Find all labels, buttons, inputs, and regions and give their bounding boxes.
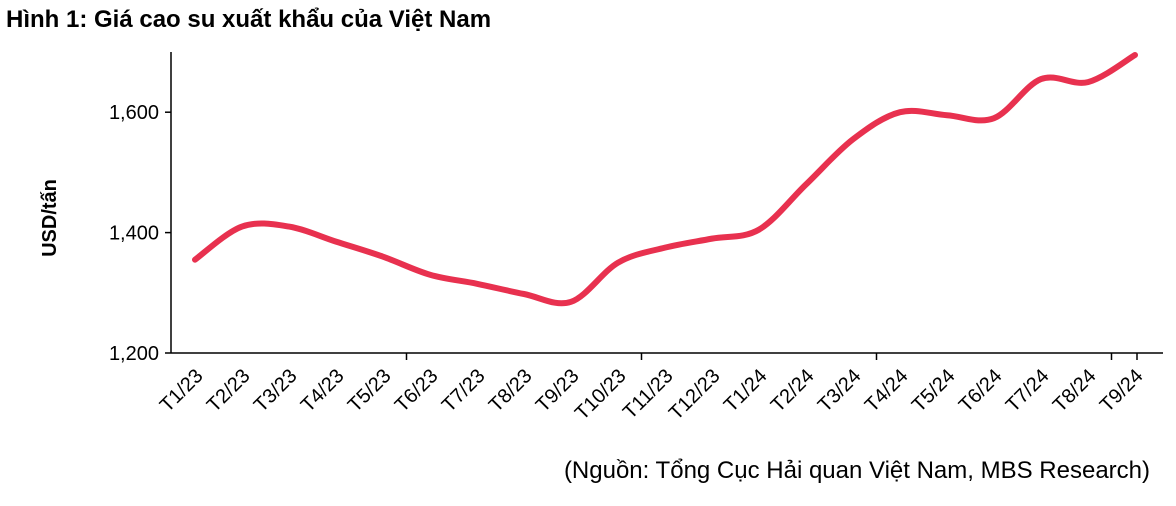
source-note: (Nguồn: Tổng Cục Hải quan Việt Nam, MBS … [563,457,1150,484]
y-tick-label: 1,400 [109,223,159,245]
x-tick-label: T3/23 [250,365,302,417]
x-tick-label: T8/24 [1049,365,1101,417]
x-tick-label: T1/24 [720,365,772,417]
x-tick-label: T2/23 [203,365,255,417]
x-tick-label: T5/23 [344,365,396,417]
x-tick-label: T8/23 [485,365,537,417]
x-tick-label: T9/24 [1096,365,1148,417]
x-tick-label: T2/24 [767,365,819,417]
x-tick-label: T6/23 [391,365,443,417]
chart-title: Hình 1: Giá cao su xuất khẩu của Việt Na… [6,6,492,33]
x-tick-label: T4/23 [297,365,349,417]
x-tick-label: T5/24 [908,365,960,417]
x-tick-label: T12/23 [665,365,725,425]
series-line [192,52,1138,307]
x-tick-label: T7/24 [1002,365,1054,417]
x-tick-label: T1/23 [156,365,208,417]
x-tick-label: T4/24 [861,365,913,417]
x-tick-label: T3/24 [814,365,866,417]
x-axis: T1/23T2/23T3/23T4/23T5/23T6/23T7/23T8/23… [156,352,1163,425]
x-tick-label: T11/23 [619,365,678,424]
y-tick-label: 1,200 [109,343,159,365]
y-axis-label: USD/tấn [39,179,61,257]
x-tick-label: T7/23 [438,365,490,417]
series-group [192,52,1138,307]
x-tick-label: T6/24 [955,365,1007,417]
y-tick-label: 1,600 [109,102,159,124]
y-axis: 1,200 1,400 1,600 [109,52,172,365]
x-tick-label: T10/23 [571,365,631,425]
